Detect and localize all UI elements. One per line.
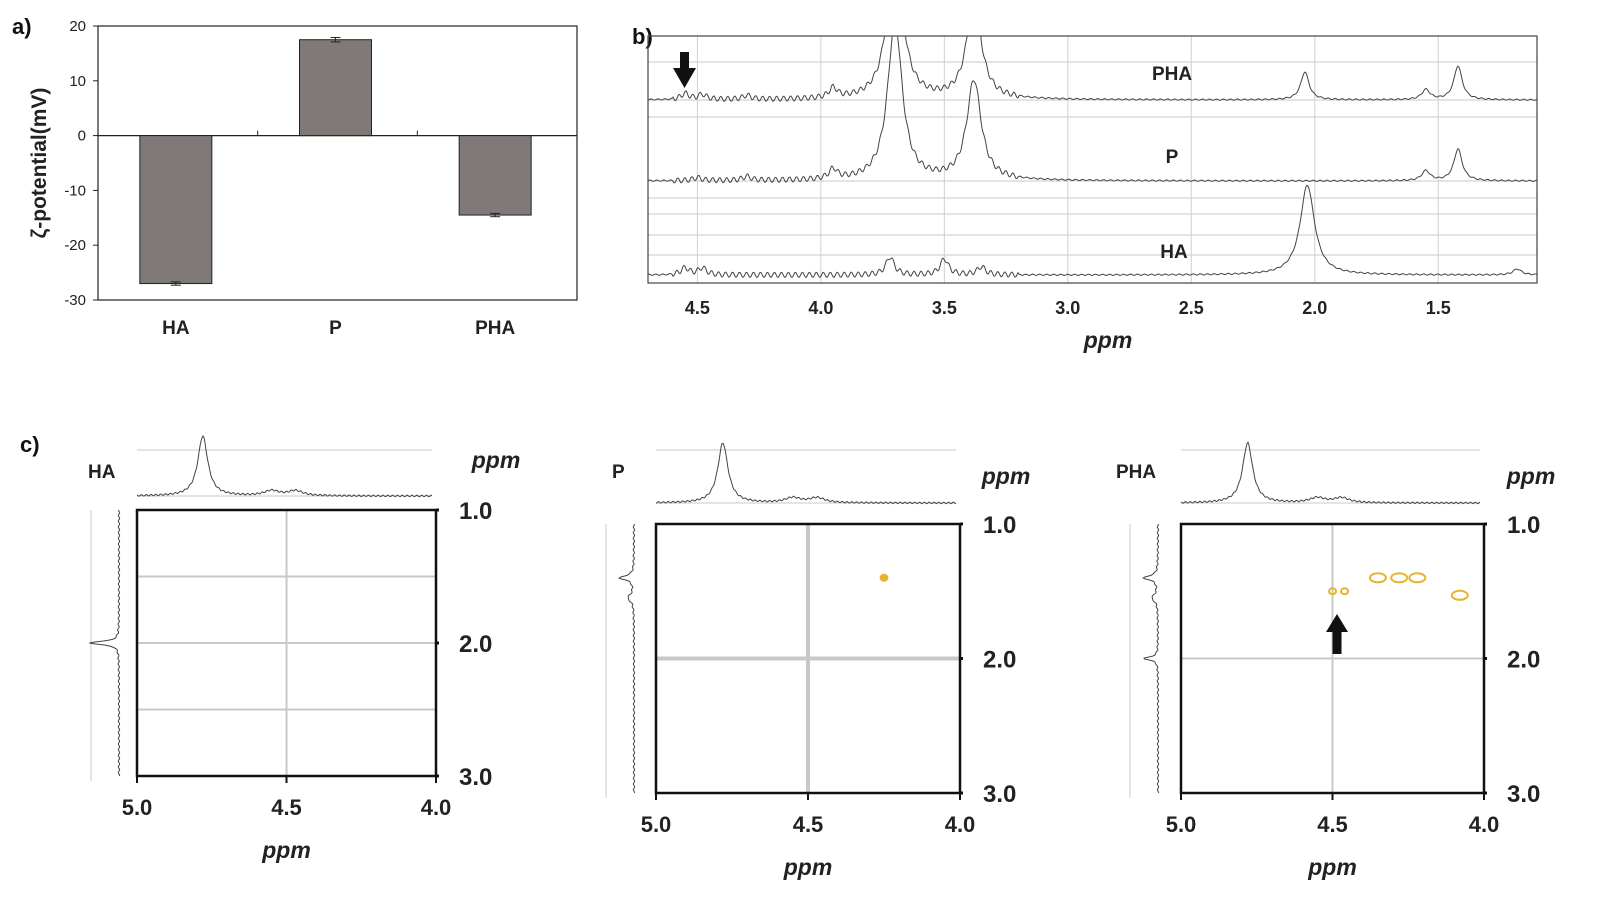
series-label-ha: HA <box>1160 242 1188 263</box>
x-tick-label: 4.0 <box>421 795 452 820</box>
contour-peak <box>1370 573 1386 582</box>
side-projection-spectrum <box>89 510 119 776</box>
x-tick-label: 1.5 <box>1426 298 1451 318</box>
y-axis-label: ppm <box>981 463 1031 489</box>
x-tick-label-pha: PHA <box>475 318 515 339</box>
x-axis-label: ppm <box>783 854 833 880</box>
side-projection-spectrum <box>1143 524 1159 793</box>
x-tick-label: 4.5 <box>793 812 824 837</box>
x-tick-label: 2.5 <box>1179 298 1204 318</box>
x-axis-label: ppm <box>261 837 311 863</box>
plot-name-ha: HA <box>88 462 116 483</box>
y-tick-label: 3.0 <box>983 781 1016 808</box>
series-label-p: P <box>1166 147 1179 168</box>
contour-peak <box>1341 588 1348 594</box>
x-tick-label-ha: HA <box>162 318 190 339</box>
contour-peak <box>1409 573 1425 582</box>
figure-canvas: a) b) c) 20100-10-20-30HA P PHAζ-potential… <box>0 0 1617 916</box>
x-tick-label: 3.5 <box>932 298 957 318</box>
y-tick-label: 1.0 <box>459 498 492 525</box>
x-tick-label: 2.0 <box>1302 298 1327 318</box>
y-tick-label: 2.0 <box>1507 647 1540 674</box>
panel-label-a: a) <box>12 14 32 39</box>
contour-peak <box>1452 591 1468 600</box>
x-tick-label: 5.0 <box>641 812 672 837</box>
y-tick-label: 1.0 <box>983 512 1016 539</box>
x-tick-label: 4.0 <box>945 812 976 837</box>
y-tick-label: -10 <box>64 182 86 199</box>
y-tick-label: 1.0 <box>1507 512 1540 539</box>
down-arrow-icon <box>673 52 696 88</box>
x-tick-label: 4.5 <box>685 298 710 318</box>
noesy-plots: 5.0 4.5 4.0 1.0 2.0 3.0 ppm ppm HA 5.0 4.5 4.0 1.0 2.… <box>88 436 1555 880</box>
bar-pha <box>459 136 531 215</box>
plot-name-p: P <box>612 462 625 483</box>
panel-label-c: c) <box>20 432 40 457</box>
y-tick-label: 0 <box>78 128 86 145</box>
plot-frame <box>648 36 1537 283</box>
x-tick-label: 4.0 <box>1469 812 1500 837</box>
contour-peak <box>881 575 888 581</box>
bar-p <box>300 40 372 136</box>
top-projection-spectrum <box>656 443 956 503</box>
y-axis-label: ζ-potential(mV) <box>28 88 51 239</box>
spectrum-line-ha <box>648 185 1537 277</box>
y-tick-label: 3.0 <box>1507 781 1540 808</box>
x-axis-label: ppm <box>1307 854 1357 880</box>
y-tick-label: 3.0 <box>459 764 492 791</box>
x-tick-label: 4.5 <box>271 795 302 820</box>
x-tick-label: 4.0 <box>808 298 833 318</box>
top-projection-spectrum <box>1181 442 1480 503</box>
y-axis-label: ppm <box>1506 463 1556 489</box>
plot-name-pha: PHA <box>1116 462 1156 483</box>
spectrum-line-pha <box>648 0 1537 101</box>
series-label-pha: PHA <box>1152 64 1192 85</box>
up-arrow-icon <box>1326 614 1348 654</box>
y-tick-label: 2.0 <box>983 647 1016 674</box>
y-tick-label: -20 <box>64 237 86 254</box>
x-tick-label: 4.5 <box>1317 812 1348 837</box>
side-projection-spectrum <box>619 524 635 793</box>
x-axis-label: ppm <box>1083 327 1133 353</box>
contour-peak <box>1391 573 1407 582</box>
zeta-potential-chart: 20 10 0 -10 -20 -30 HA P PHA ζ-potential(mV) <box>28 18 577 339</box>
y-tick-label: -30 <box>64 292 86 309</box>
x-tick-label: 5.0 <box>122 795 153 820</box>
y-tick-label: 20 <box>69 18 86 35</box>
top-projection-spectrum <box>137 436 432 497</box>
y-axis-label: ppm <box>471 447 521 473</box>
x-tick-label: 5.0 <box>1166 812 1197 837</box>
x-tick-label-p: P <box>329 318 342 339</box>
bar-ha <box>140 136 212 284</box>
y-tick-label: 2.0 <box>459 631 492 658</box>
x-tick-label: 3.0 <box>1055 298 1080 318</box>
y-tick-label: 10 <box>69 73 86 90</box>
